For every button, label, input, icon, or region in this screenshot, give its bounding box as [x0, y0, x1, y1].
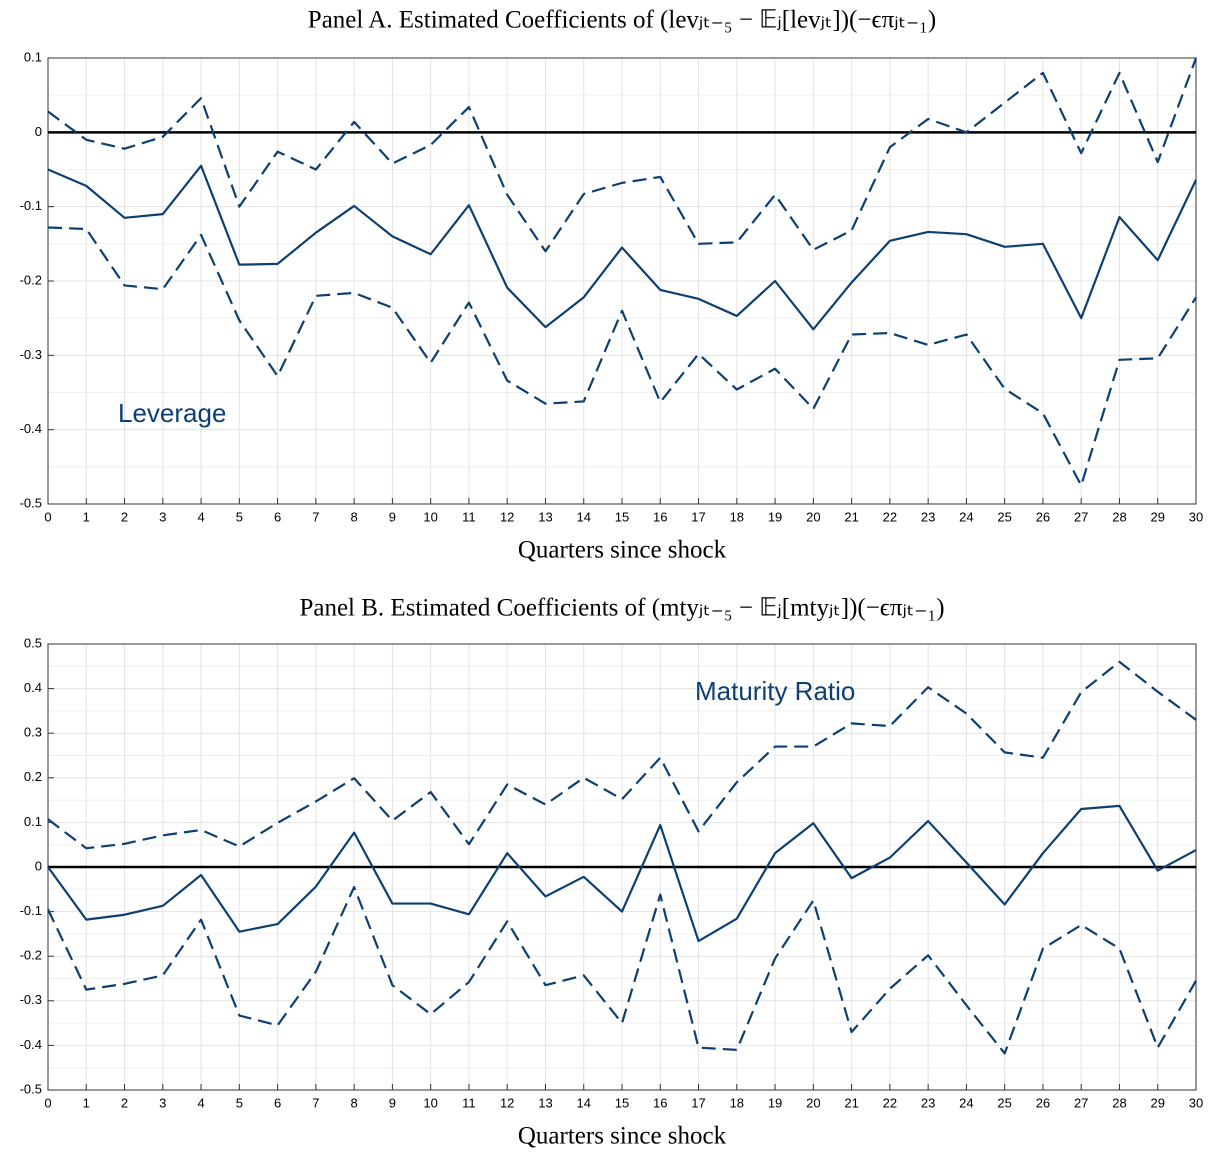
x-tick-label: 17: [691, 1095, 705, 1110]
y-tick-label: 0.2: [24, 769, 42, 784]
x-tick-label: 2: [121, 1095, 128, 1110]
y-tick-label: 0: [35, 858, 42, 873]
x-tick-label: 29: [1150, 1095, 1164, 1110]
x-tick-label: 1: [83, 1095, 90, 1110]
y-tick-label: -0.4: [20, 1037, 42, 1052]
x-tick-label: 4: [197, 1095, 204, 1110]
x-tick-label: 20: [806, 1095, 820, 1110]
x-tick-label: 20: [806, 509, 820, 524]
x-tick-label: 7: [312, 509, 319, 524]
band-line: [47, 660, 1197, 850]
x-tick-label: 10: [423, 509, 437, 524]
band-line: [47, 57, 1198, 253]
band-line: [47, 226, 1197, 487]
x-tick-label: 2: [121, 509, 128, 524]
y-tick-label: -0.1: [20, 903, 42, 918]
x-tick-label: 18: [730, 1095, 744, 1110]
x-tick-label: 1: [83, 509, 90, 524]
y-tick-label: 0.5: [24, 635, 42, 650]
x-tick-label: 23: [921, 1095, 935, 1110]
x-tick-label: 4: [197, 509, 204, 524]
x-tick-label: 10: [423, 1095, 437, 1110]
x-tick-label: 9: [389, 509, 396, 524]
chart-title: Panel B. Estimated Coefficients of (mtyⱼ…: [299, 595, 944, 622]
x-tick-label: 16: [653, 509, 667, 524]
y-tick-label: 0.1: [24, 814, 42, 829]
y-tick-label: -0.5: [20, 1081, 42, 1096]
x-tick-label: 23: [921, 509, 935, 524]
x-tick-label: 26: [1036, 1095, 1050, 1110]
x-tick-label: 7: [312, 1095, 319, 1110]
x-tick-label: 12: [500, 1095, 514, 1110]
x-tick-label: 6: [274, 509, 281, 524]
x-tick-label: 9: [389, 1095, 396, 1110]
x-tick-label: 13: [538, 509, 552, 524]
series-label: Maturity Ratio: [695, 676, 855, 706]
x-tick-label: 5: [236, 509, 243, 524]
x-tick-label: 15: [615, 509, 629, 524]
x-tick-label: 21: [844, 1095, 858, 1110]
y-tick-label: -0.1: [20, 198, 42, 213]
series-label: Leverage: [118, 398, 226, 428]
x-tick-label: 8: [351, 1095, 358, 1110]
x-tick-label: 19: [768, 509, 782, 524]
axes-frame: [47, 57, 1197, 505]
y-tick-label: 0: [35, 124, 42, 139]
y-tick-label: -0.4: [20, 421, 42, 436]
estimate-line: [47, 804, 1197, 943]
x-tick-label: 3: [159, 1095, 166, 1110]
x-tick-label: 26: [1036, 509, 1050, 524]
x-tick-label: 28: [1112, 1095, 1126, 1110]
estimate-line: [47, 164, 1197, 331]
x-tick-label: 11: [462, 509, 476, 524]
x-tick-label: 28: [1112, 509, 1126, 524]
y-tick-label: -0.3: [20, 347, 42, 362]
x-tick-label: 8: [351, 509, 358, 524]
x-tick-label: 24: [959, 509, 973, 524]
x-tick-label: 24: [959, 1095, 973, 1110]
y-tick-label: -0.3: [20, 992, 42, 1007]
x-tick-label: 6: [274, 1095, 281, 1110]
x-tick-label: 29: [1150, 509, 1164, 524]
x-tick-label: 18: [730, 509, 744, 524]
x-tick-label: 22: [883, 1095, 897, 1110]
x-tick-label: 22: [883, 509, 897, 524]
x-tick-label: 30: [1189, 1095, 1203, 1110]
x-tick-label: 14: [576, 509, 590, 524]
x-tick-label: 0: [44, 509, 51, 524]
x-tick-label: 13: [538, 1095, 552, 1110]
y-tick-label: 0.3: [24, 725, 42, 740]
x-tick-label: 27: [1074, 509, 1088, 524]
x-tick-label: 11: [462, 1095, 476, 1110]
chart-title: Panel A. Estimated Coefficients of (levⱼ…: [308, 7, 936, 34]
x-tick-label: 30: [1189, 509, 1203, 524]
x-tick-label: 21: [844, 509, 858, 524]
x-tick-label: 3: [159, 509, 166, 524]
y-tick-label: 0.1: [24, 49, 42, 64]
y-tick-label: -0.2: [20, 272, 42, 287]
y-tick-label: 0.4: [24, 680, 42, 695]
x-tick-label: 27: [1074, 1095, 1088, 1110]
x-tick-label: 25: [997, 509, 1011, 524]
band-line: [47, 885, 1197, 1055]
x-tick-label: 17: [691, 509, 705, 524]
x-tick-label: 5: [236, 1095, 243, 1110]
x-axis-label: Quarters since shock: [518, 1123, 727, 1150]
x-tick-label: 19: [768, 1095, 782, 1110]
x-tick-label: 15: [615, 1095, 629, 1110]
x-tick-label: 16: [653, 1095, 667, 1110]
y-tick-label: -0.5: [20, 495, 42, 510]
x-tick-label: 0: [44, 1095, 51, 1110]
x-tick-label: 12: [500, 509, 514, 524]
x-tick-label: 25: [997, 1095, 1011, 1110]
x-tick-label: 14: [576, 1095, 590, 1110]
x-axis-label: Quarters since shock: [518, 537, 727, 564]
y-tick-label: -0.2: [20, 948, 42, 963]
